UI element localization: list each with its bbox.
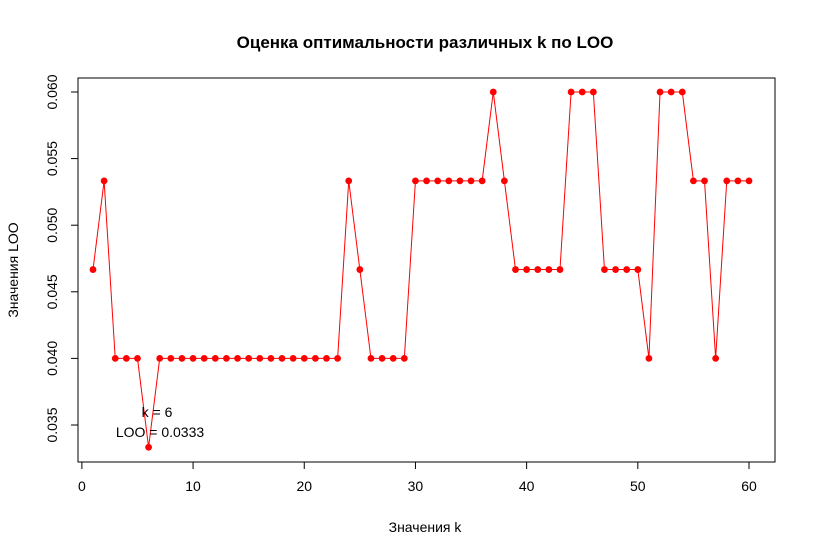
data-point xyxy=(556,266,564,273)
data-point xyxy=(200,355,208,362)
data-point xyxy=(667,88,675,96)
y-axis-label: Значения LOO xyxy=(5,222,21,317)
data-point xyxy=(178,355,186,362)
data-point xyxy=(323,355,330,362)
x-tick-label: 50 xyxy=(630,478,646,494)
annotation-k: k = 6 xyxy=(142,404,173,420)
data-point xyxy=(745,177,753,185)
data-point xyxy=(589,88,597,96)
data-point xyxy=(734,177,742,185)
data-point xyxy=(534,266,542,273)
data-point xyxy=(300,355,308,362)
data-point xyxy=(211,355,219,362)
data-point xyxy=(367,355,375,362)
data-point xyxy=(89,266,97,273)
data-point xyxy=(712,355,720,362)
x-axis-label: Значения k xyxy=(389,519,463,535)
x-axis: 0 10 20 30 40 50 60 xyxy=(78,461,757,494)
y-axis: 0.035 0.040 0.045 0.050 0.055 0.060 xyxy=(44,74,79,443)
data-point xyxy=(623,266,631,273)
data-point xyxy=(601,266,608,273)
data-point xyxy=(656,88,664,96)
data-point xyxy=(723,177,731,185)
x-tick-label: 0 xyxy=(78,478,86,494)
x-tick-label: 10 xyxy=(185,478,201,494)
data-point xyxy=(245,355,253,362)
data-point xyxy=(645,355,653,362)
data-point xyxy=(134,355,141,362)
data-point xyxy=(523,266,531,273)
data-point xyxy=(267,355,275,362)
data-point xyxy=(356,266,364,273)
data-point xyxy=(456,177,464,185)
data-point xyxy=(434,177,442,185)
x-tick-label: 60 xyxy=(741,478,757,494)
data-point xyxy=(478,177,486,185)
data-point xyxy=(512,266,519,273)
data-point xyxy=(345,177,353,185)
data-point xyxy=(156,355,164,362)
data-point xyxy=(634,266,642,273)
data-point xyxy=(500,177,508,185)
y-tick-label: 0.035 xyxy=(44,407,60,442)
data-point xyxy=(234,355,241,362)
y-tick-label: 0.045 xyxy=(44,274,60,309)
y-tick-label: 0.060 xyxy=(44,74,60,109)
data-point xyxy=(578,88,586,96)
data-point xyxy=(145,443,152,451)
data-point xyxy=(467,177,475,185)
data-point xyxy=(378,355,386,362)
x-tick-label: 30 xyxy=(408,478,424,494)
chart-title: Оценка оптимальности различных k по LOO xyxy=(237,33,614,52)
data-point xyxy=(223,355,230,362)
series-line xyxy=(92,91,749,448)
data-point xyxy=(189,355,197,362)
data-point xyxy=(100,177,108,185)
data-point xyxy=(701,177,708,185)
plot-frame xyxy=(77,77,776,463)
annotation-loo: LOO = 0.0333 xyxy=(116,424,205,440)
data-point xyxy=(445,177,453,185)
series-layer xyxy=(89,88,753,451)
data-point xyxy=(278,355,286,362)
data-point xyxy=(690,177,697,185)
data-point xyxy=(256,355,264,362)
data-point xyxy=(122,355,130,362)
data-point xyxy=(334,355,342,362)
data-point xyxy=(311,355,319,362)
data-point xyxy=(167,355,175,362)
y-tick-label: 0.050 xyxy=(44,207,60,242)
x-tick-label: 40 xyxy=(519,478,535,494)
data-point xyxy=(489,88,497,96)
data-point xyxy=(289,355,297,362)
x-tick-label: 20 xyxy=(296,478,312,494)
data-point xyxy=(612,266,619,273)
data-point xyxy=(678,88,686,96)
data-point xyxy=(545,266,553,273)
data-point xyxy=(567,88,575,96)
y-tick-label: 0.040 xyxy=(44,341,60,376)
data-point xyxy=(400,355,408,362)
data-point xyxy=(389,355,397,362)
data-point xyxy=(111,355,119,362)
data-point xyxy=(412,177,419,185)
data-point xyxy=(423,177,430,185)
y-tick-label: 0.055 xyxy=(44,141,60,176)
